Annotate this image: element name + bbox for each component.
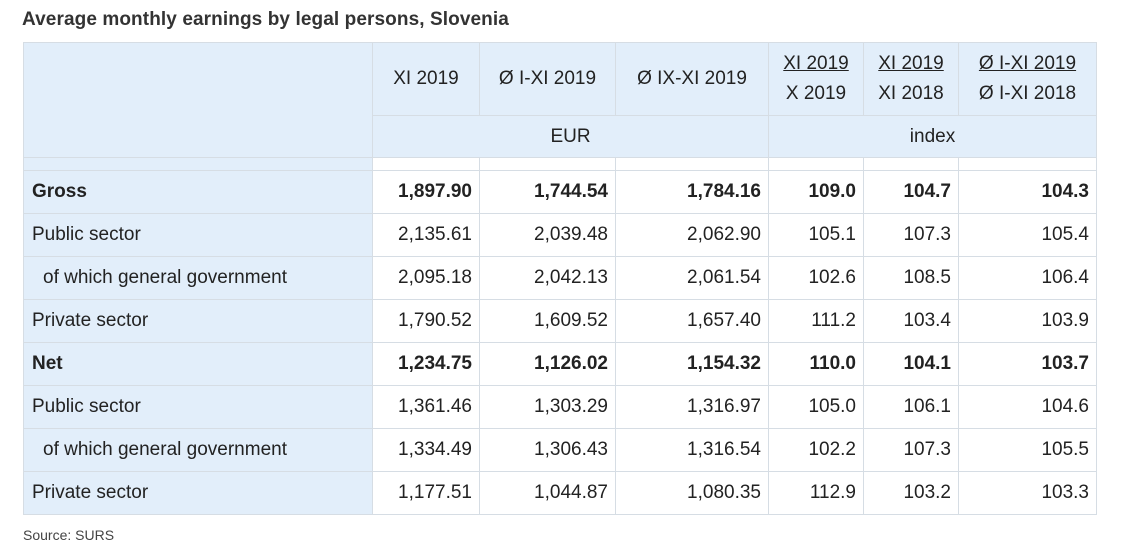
table-row: Private sector 1,790.52 1,609.52 1,657.40 11… — [23, 299, 1097, 343]
col-header-index-xi-xi: XI 2019 XI 2018 — [863, 42, 959, 116]
col-header-avg-i-xi-2019: Ø I-XI 2019 — [479, 42, 616, 116]
table-cell: 104.1 — [863, 342, 959, 386]
index-numerator: Ø I-XI 2019 — [978, 53, 1077, 74]
table-cell: 106.1 — [863, 385, 959, 429]
table-cell: 1,334.49 — [372, 428, 480, 472]
row-label: Net — [23, 342, 373, 386]
table-cell: 1,784.16 — [615, 170, 769, 214]
table-cell: 1,316.54 — [615, 428, 769, 472]
row-label: Private sector — [23, 299, 373, 343]
table-cell: 2,039.48 — [479, 213, 616, 257]
table-row: Public sector 2,135.61 2,039.48 2,062.90 105… — [23, 213, 1097, 257]
column-header-row: XI 2019 Ø I-XI 2019 Ø IX-XI 2019 XI 2019… — [23, 42, 1097, 158]
table-cell: 112.9 — [768, 471, 864, 515]
table-cell: 1,080.35 — [615, 471, 769, 515]
col-header-index-avg: Ø I-XI 2019 Ø I-XI 2018 — [958, 42, 1097, 116]
table-row: Private sector 1,177.51 1,044.87 1,080.35 11… — [23, 471, 1097, 515]
table-cell: 1,897.90 — [372, 170, 480, 214]
table-cell: 104.6 — [958, 385, 1097, 429]
table-cell: 1,126.02 — [479, 342, 616, 386]
table-cell: 1,044.87 — [479, 471, 616, 515]
table-cell: 1,744.54 — [479, 170, 616, 214]
source-note: Source: SURS — [23, 527, 115, 543]
table-cell: 1,609.52 — [479, 299, 616, 343]
table-cell: 103.9 — [958, 299, 1097, 343]
table-cell: 109.0 — [768, 170, 864, 214]
table-row: of which general government 2,095.18 2,042… — [23, 256, 1097, 300]
table-cell: 103.7 — [958, 342, 1097, 386]
col-header-avg-ix-xi-2019: Ø IX-XI 2019 — [615, 42, 769, 116]
col-header-index-xi-x: XI 2019 X 2019 — [768, 42, 864, 116]
table-cell: 2,061.54 — [615, 256, 769, 300]
table-row: of which general government 1,334.49 1,306… — [23, 428, 1097, 472]
table-cell: 2,095.18 — [372, 256, 480, 300]
table-row: Gross 1,897.90 1,744.54 1,784.16 109.0 104.7 1… — [23, 170, 1097, 214]
table-cell: 105.5 — [958, 428, 1097, 472]
header-spacer — [23, 157, 1097, 171]
row-label: of which general government — [23, 428, 373, 472]
table-cell: 1,361.46 — [372, 385, 480, 429]
table-cell: 106.4 — [958, 256, 1097, 300]
header-corner — [23, 42, 373, 158]
table-cell: 2,042.13 — [479, 256, 616, 300]
row-label: Public sector — [23, 385, 373, 429]
table-cell: 105.1 — [768, 213, 864, 257]
table-row: Public sector 1,361.46 1,303.29 1,316.97 105… — [23, 385, 1097, 429]
table-row: Net 1,234.75 1,126.02 1,154.32 110.0 104.1 103… — [23, 342, 1097, 386]
table-cell: 103.3 — [958, 471, 1097, 515]
table-cell: 110.0 — [768, 342, 864, 386]
row-label: Gross — [23, 170, 373, 214]
row-label: Public sector — [23, 213, 373, 257]
table-body: Gross 1,897.90 1,744.54 1,784.16 109.0 104.7 1… — [23, 170, 1097, 515]
table-cell: 2,062.90 — [615, 213, 769, 257]
index-denominator: Ø I-XI 2018 — [978, 83, 1077, 104]
table-cell: 1,234.75 — [372, 342, 480, 386]
table-cell: 111.2 — [768, 299, 864, 343]
table-cell: 105.4 — [958, 213, 1097, 257]
table-cell: 108.5 — [863, 256, 959, 300]
table-cell: 107.3 — [863, 428, 959, 472]
table-cell: 102.2 — [768, 428, 864, 472]
table-cell: 104.3 — [958, 170, 1097, 214]
table-title: Average monthly earnings by legal person… — [22, 9, 509, 30]
col-header-xi-2019: XI 2019 — [372, 42, 480, 116]
index-numerator: XI 2019 — [783, 53, 849, 74]
table-cell: 104.7 — [863, 170, 959, 214]
table-cell: 1,657.40 — [615, 299, 769, 343]
table-cell: 2,135.61 — [372, 213, 480, 257]
table-cell: 1,790.52 — [372, 299, 480, 343]
table-cell: 105.0 — [768, 385, 864, 429]
index-denominator: X 2019 — [785, 83, 847, 104]
table-cell: 1,303.29 — [479, 385, 616, 429]
unit-eur: EUR — [372, 115, 769, 158]
table-cell: 1,177.51 — [372, 471, 480, 515]
earnings-table: XI 2019 Ø I-XI 2019 Ø IX-XI 2019 XI 2019… — [23, 42, 1097, 515]
table-cell: 103.4 — [863, 299, 959, 343]
index-numerator: XI 2019 — [878, 53, 944, 74]
unit-index: index — [768, 115, 1097, 158]
unit-header-row: EUR index — [23, 115, 1097, 158]
table-cell: 1,154.32 — [615, 342, 769, 386]
table-cell: 1,316.97 — [615, 385, 769, 429]
table-cell: 103.2 — [863, 471, 959, 515]
table-cell: 1,306.43 — [479, 428, 616, 472]
index-denominator: XI 2018 — [878, 83, 944, 104]
row-label: of which general government — [23, 256, 373, 300]
table-cell: 102.6 — [768, 256, 864, 300]
row-label: Private sector — [23, 471, 373, 515]
table-cell: 107.3 — [863, 213, 959, 257]
